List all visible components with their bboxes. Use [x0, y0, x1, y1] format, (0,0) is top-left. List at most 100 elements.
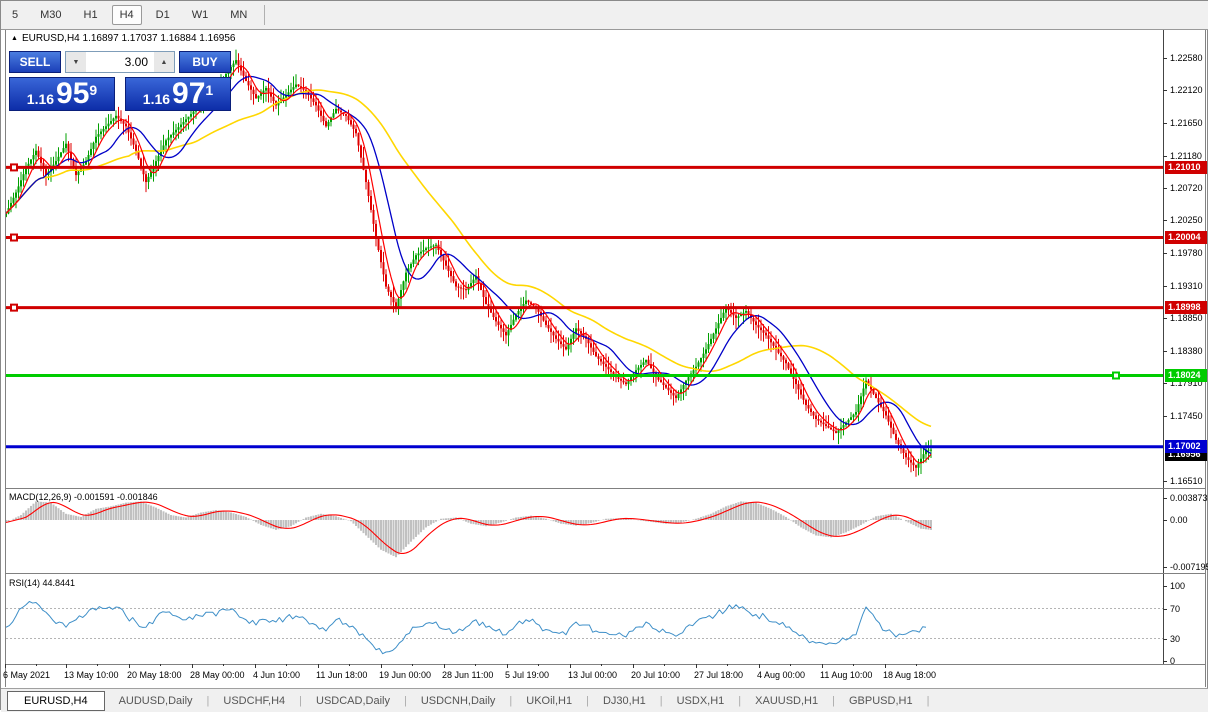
chart-tab-usdchf[interactable]: USDCHF,H4	[223, 694, 286, 707]
tab-separator: |	[738, 694, 742, 707]
time-axis-label: 28 Jun 11:00	[442, 670, 494, 680]
timeframe-button-d1[interactable]: D1	[155, 9, 170, 21]
timeframe-button-m30[interactable]: M30	[40, 9, 62, 21]
buy-price-pip: 1	[205, 82, 214, 98]
time-minor-tick-mark	[412, 664, 413, 666]
sell-button[interactable]: SELL	[9, 51, 61, 73]
macd-tick-mark	[1163, 498, 1167, 499]
buy-price-main: 97	[172, 77, 206, 110]
price-tick-label: 1.22580	[1170, 53, 1203, 63]
rsi-tick-mark	[1163, 586, 1167, 587]
price-tick-mark	[1163, 155, 1167, 157]
volume-increase-button[interactable]: ▲	[154, 52, 174, 72]
timeframe-button-h4[interactable]: H4	[111, 5, 142, 25]
price-tick-label: 1.20250	[1170, 215, 1203, 226]
time-minor-tick-mark	[664, 664, 665, 666]
chart-tab-usdcad[interactable]: USDCAD,Daily	[316, 694, 390, 707]
rsi-tick-label: 70	[1170, 603, 1181, 614]
price-tick-mark	[1163, 285, 1167, 287]
price-tick-mark	[1163, 90, 1167, 92]
chart-title: ▲ EURUSD,H4 1.16897 1.17037 1.16884 1.169…	[11, 33, 235, 44]
collapse-arrow-icon[interactable]: ▲	[11, 35, 18, 42]
price-tick-mark	[1163, 415, 1167, 417]
price-axis-separator	[1163, 30, 1164, 664]
chart-tab-gbpusd[interactable]: GBPUSD,H1	[848, 694, 913, 707]
chart-tab-usdx[interactable]: USDX,H1	[676, 694, 725, 707]
time-minor-tick-mark	[223, 664, 224, 666]
time-axis-label: 5 Jul 19:00	[505, 670, 550, 680]
tab-separator: |	[832, 694, 835, 707]
time-tick-mark	[129, 664, 130, 668]
ohlc-values: 1.16897 1.17037 1.16884 1.16956	[82, 33, 236, 44]
tab-separator: |	[509, 694, 513, 707]
hline-price-label: 1.17002	[1165, 440, 1207, 454]
macd-panel-divider[interactable]	[5, 488, 1205, 489]
macd-tick-mark	[1163, 567, 1167, 568]
price-tick-label: 1.21180	[1170, 150, 1202, 161]
tab-separator: |	[206, 694, 210, 707]
tab-separator: |	[403, 694, 407, 707]
price-tick-mark	[1163, 58, 1167, 59]
macd-label: MACD(12,26,9) -0.001591 -0.001846	[9, 492, 158, 502]
time-axis-label: 11 Aug 10:00	[820, 670, 873, 680]
rsi-tick-mark	[1163, 661, 1167, 662]
rsi-tick-label: 100	[1170, 581, 1186, 591]
timeframe-button-w1[interactable]: W1	[191, 9, 209, 21]
price-tick-mark	[1163, 317, 1167, 319]
hline-price-label: 1.20004	[1165, 231, 1207, 245]
macd-tick-label: -0.007195	[1170, 562, 1208, 572]
sell-price-display[interactable]: 1.16 95 9	[9, 77, 115, 111]
time-axis-label: 13 Jul 00:00	[568, 670, 618, 680]
time-tick-mark	[633, 664, 634, 668]
chart-tab-bar: EURUSD,H4 AUDUSD,Daily | USDCHF,H4 | USDCAD,D…	[1, 688, 1208, 712]
timeframe-button-5[interactable]: 5	[12, 9, 19, 21]
price-tick-label: 1.18380	[1170, 345, 1203, 356]
price-tick-label: 1.16510	[1170, 476, 1203, 487]
price-tick-label: 1.17450	[1170, 410, 1203, 421]
chart-tab-audusd[interactable]: AUDUSD,Daily	[118, 694, 193, 707]
rsi-panel-divider[interactable]	[5, 573, 1205, 574]
price-tick-label: 1.17910	[1170, 378, 1203, 389]
sell-price-main: 95	[56, 77, 90, 110]
price-tick-mark	[1163, 481, 1167, 483]
triangle-up-icon: ▲	[160, 58, 168, 66]
price-tick-mark	[1163, 187, 1167, 189]
time-axis-label: 28 May 00:00	[190, 670, 245, 680]
buy-button[interactable]: BUY	[179, 51, 231, 73]
time-minor-tick-mark	[475, 664, 476, 666]
time-minor-tick-mark	[853, 664, 854, 666]
rsi-label: RSI(14) 44.8441	[9, 578, 76, 588]
chart-tab-usdcnh[interactable]: USDCNH,Daily	[420, 694, 496, 707]
sell-price-prefix: 1.16	[26, 91, 55, 107]
time-axis-label: 6 May 2021	[3, 670, 51, 680]
time-minor-tick-mark	[36, 664, 37, 666]
tab-separator: |	[299, 694, 302, 707]
buy-price-display[interactable]: 1.16 97 1	[125, 77, 231, 111]
price-tick-mark	[1163, 350, 1167, 352]
volume-spinner: ▼ 3.00 ▲	[65, 51, 175, 73]
timeframe-toolbar: 5 M30 H1 H4 D1 W1 MN	[1, 1, 1208, 30]
buy-price-prefix: 1.16	[142, 91, 171, 107]
time-minor-tick-mark	[97, 664, 98, 666]
timeframe-button-mn[interactable]: MN	[230, 9, 248, 21]
chart-tab-xauusd[interactable]: XAUUSD,H1	[755, 694, 819, 707]
volume-input[interactable]: 3.00	[124, 55, 148, 69]
volume-decrease-button[interactable]: ▼	[66, 52, 86, 72]
time-tick-mark	[192, 664, 193, 668]
timeframe-button-h1[interactable]: H1	[83, 9, 98, 21]
price-tick-label: 1.20720	[1170, 182, 1203, 193]
price-tick-label: 1.22120	[1170, 85, 1203, 96]
toolbar-separator	[264, 5, 266, 25]
time-minor-tick-mark	[538, 664, 539, 666]
chart-tab-eurusd[interactable]: EURUSD,H4	[7, 690, 105, 711]
time-tick-mark	[507, 664, 508, 668]
time-axis-label: 4 Jun 10:00	[253, 670, 301, 680]
rsi-tick-label: 30	[1170, 633, 1181, 644]
chart-tab-dj30[interactable]: DJ30,H1	[602, 694, 646, 707]
time-minor-tick-mark	[601, 664, 602, 666]
tab-separator: |	[586, 694, 589, 707]
time-minor-tick-mark	[286, 664, 287, 666]
hline-price-label: 1.18998	[1165, 301, 1207, 315]
chart-tab-ukoil[interactable]: UKOil,H1	[526, 694, 573, 707]
